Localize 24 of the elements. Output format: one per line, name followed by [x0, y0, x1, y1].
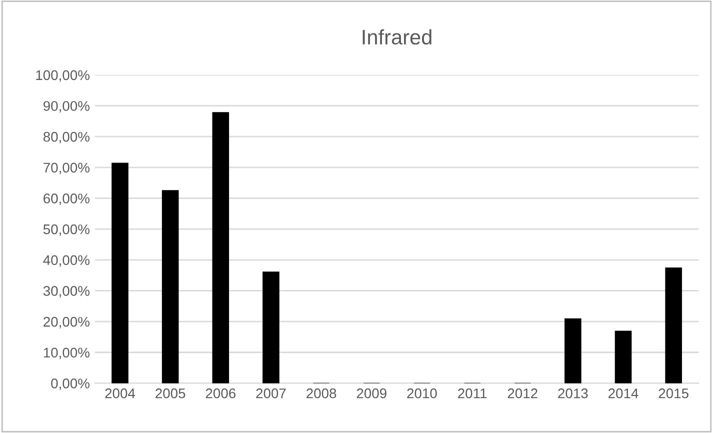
y-tick-label: 10,00% [44, 348, 90, 360]
y-tick-label: 100,00% [36, 70, 90, 82]
x-tick-label: 2015 [658, 388, 688, 398]
x-tick-label: 2014 [608, 388, 638, 398]
x-tick-label: 2007 [256, 388, 286, 398]
y-tick-label: 30,00% [43, 286, 90, 298]
y-tick-label: 40,00% [43, 255, 90, 267]
x-tick-label: 2004 [105, 388, 136, 398]
x-tick-label: 2012 [508, 388, 538, 398]
y-tick-label: 80,00% [43, 132, 90, 144]
x-tick-label: 2011 [458, 388, 487, 398]
y-tick-label: 70,00% [44, 162, 90, 174]
chart-title: Infrared [362, 29, 432, 45]
x-tick-label: 2005 [156, 388, 186, 398]
y-tick-label: 50,00% [43, 224, 90, 236]
x-tick-label: 2013 [558, 388, 588, 398]
y-tick-label: 60,00% [44, 194, 90, 206]
x-tick-label: 2008 [306, 388, 336, 398]
x-tick-label: 2009 [356, 388, 386, 398]
x-tick-label: 2010 [407, 388, 437, 398]
y-tick-label: 0,00% [51, 378, 90, 390]
x-tick-label: 2006 [206, 388, 236, 398]
y-tick-label: 20,00% [44, 316, 90, 328]
y-tick-label: 90,00% [44, 101, 90, 113]
